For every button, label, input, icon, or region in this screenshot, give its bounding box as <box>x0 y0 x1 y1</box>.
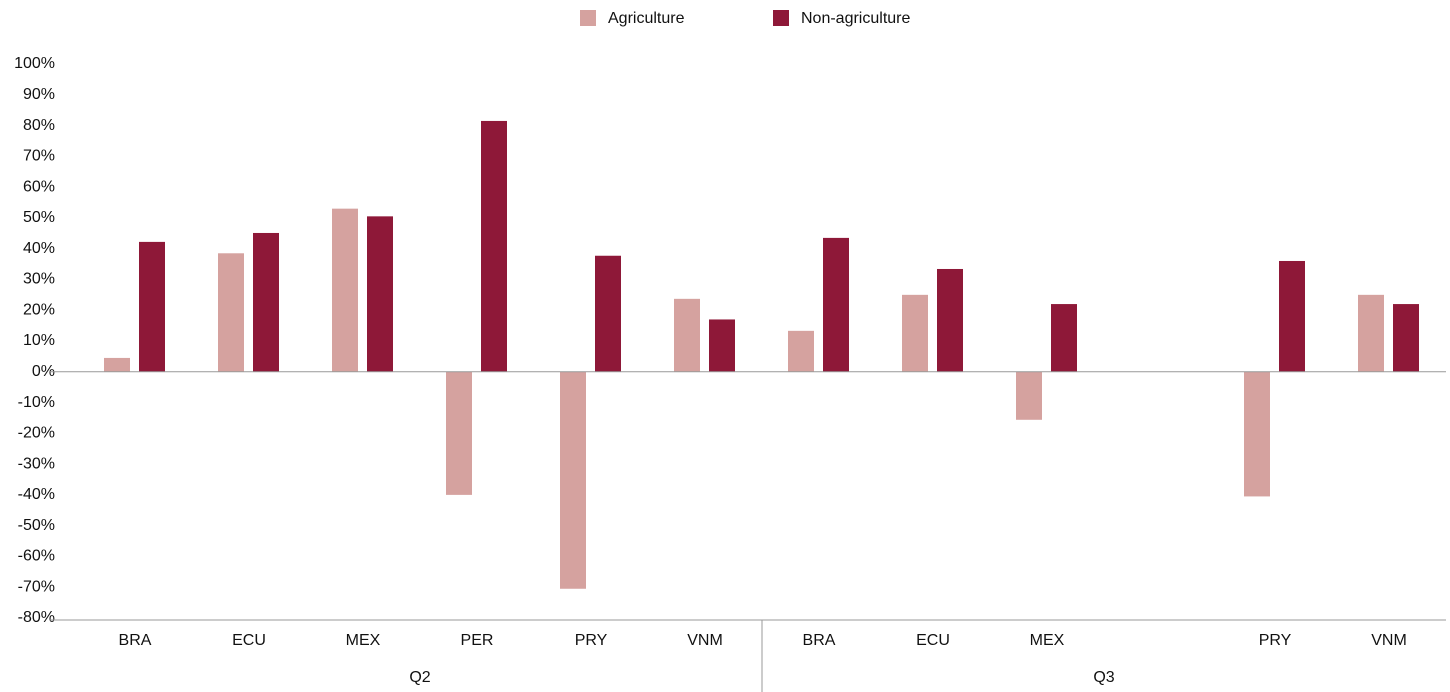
group-label: Q3 <box>1093 669 1114 686</box>
bar <box>446 371 472 495</box>
bar <box>1051 304 1077 372</box>
legend-label: Agriculture <box>608 10 685 27</box>
x-tick-label: BRA <box>119 632 152 649</box>
y-tick-label: 90% <box>23 86 55 103</box>
bar <box>367 216 393 372</box>
bar <box>709 319 735 372</box>
x-tick-label: VNM <box>687 632 723 649</box>
y-tick-label: -60% <box>18 548 55 565</box>
x-tick-label: PRY <box>575 632 608 649</box>
x-tick-label: ECU <box>232 632 266 649</box>
y-tick-label: -10% <box>18 394 55 411</box>
y-tick-label: 50% <box>23 209 55 226</box>
bar <box>218 253 244 372</box>
y-tick-label: 40% <box>23 240 55 257</box>
legend-label: Non-agriculture <box>801 10 910 27</box>
legend-swatch <box>773 10 789 26</box>
x-tick-label: BRA <box>803 632 836 649</box>
y-tick-label: 70% <box>23 148 55 165</box>
y-tick-label: -40% <box>18 486 55 503</box>
bar <box>253 232 279 372</box>
bar <box>902 294 928 372</box>
bar <box>104 357 130 372</box>
y-tick-label: -80% <box>18 609 55 626</box>
y-tick-label: -70% <box>18 578 55 595</box>
legend-swatch <box>580 10 596 26</box>
bar <box>595 255 621 372</box>
bar <box>560 371 586 589</box>
bar <box>788 330 814 372</box>
bar <box>1358 294 1384 372</box>
bar <box>1244 371 1270 497</box>
y-tick-label: 80% <box>23 117 55 134</box>
y-tick-label: -50% <box>18 517 55 534</box>
group-label: Q2 <box>409 669 430 686</box>
y-tick-label: 60% <box>23 178 55 195</box>
y-tick-label: 100% <box>14 55 55 72</box>
bar <box>1279 260 1305 372</box>
y-tick-label: -30% <box>18 455 55 472</box>
bar <box>481 120 507 372</box>
y-tick-label: 10% <box>23 332 55 349</box>
y-tick-label: 30% <box>23 271 55 288</box>
x-tick-label: PRY <box>1259 632 1292 649</box>
x-tick-label: PER <box>461 632 494 649</box>
bar <box>674 298 700 372</box>
bar <box>1393 304 1419 372</box>
x-tick-label: MEX <box>1030 632 1065 649</box>
y-tick-label: 20% <box>23 301 55 318</box>
x-tick-label: MEX <box>346 632 381 649</box>
bar <box>1016 371 1042 420</box>
bar <box>332 208 358 372</box>
x-tick-label: ECU <box>916 632 950 649</box>
bar <box>823 237 849 372</box>
bar <box>139 241 165 372</box>
bar <box>937 268 963 372</box>
y-tick-label: 0% <box>32 363 55 380</box>
y-tick-label: -20% <box>18 425 55 442</box>
x-tick-label: VNM <box>1371 632 1407 649</box>
